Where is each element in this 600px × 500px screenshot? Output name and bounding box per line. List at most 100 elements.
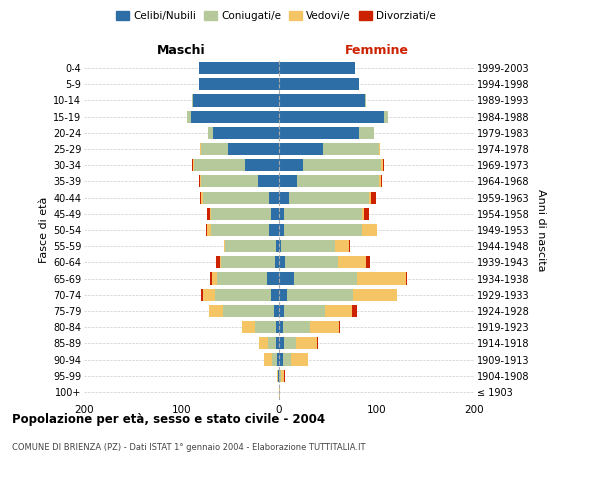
Bar xyxy=(201,288,203,301)
Bar xyxy=(362,224,377,236)
Bar xyxy=(352,305,357,317)
Bar xyxy=(221,256,275,268)
Bar xyxy=(269,224,279,236)
Bar xyxy=(279,78,359,90)
Bar xyxy=(245,159,279,172)
Bar xyxy=(223,305,274,317)
Bar xyxy=(276,338,279,349)
Bar xyxy=(271,208,279,220)
Bar xyxy=(379,143,380,155)
Y-axis label: Fasce di età: Fasce di età xyxy=(38,197,49,263)
Bar xyxy=(279,321,283,333)
Bar xyxy=(269,192,279,203)
Bar xyxy=(310,321,340,333)
Bar xyxy=(203,288,215,301)
Text: Femmine: Femmine xyxy=(344,44,409,57)
Bar xyxy=(279,224,284,236)
Bar xyxy=(357,272,406,284)
Bar xyxy=(284,338,296,349)
Bar xyxy=(284,208,362,220)
Bar xyxy=(207,224,211,236)
Bar xyxy=(279,240,281,252)
Bar xyxy=(323,143,379,155)
Bar xyxy=(199,62,279,74)
Bar xyxy=(207,208,210,220)
Bar xyxy=(220,256,221,268)
Bar xyxy=(279,370,281,382)
Bar xyxy=(201,143,229,155)
Bar xyxy=(199,176,200,188)
Bar xyxy=(296,176,379,188)
Bar xyxy=(259,338,268,349)
Bar xyxy=(279,192,289,203)
Text: Popolazione per età, sesso e stato civile - 2004: Popolazione per età, sesso e stato civil… xyxy=(12,412,325,426)
Bar xyxy=(366,256,370,268)
Bar xyxy=(275,256,279,268)
Bar xyxy=(359,127,374,139)
Bar xyxy=(283,354,290,366)
Bar xyxy=(284,305,325,317)
Bar xyxy=(279,110,385,122)
Text: COMUNE DI BRIENZA (PZ) - Dati ISTAT 1° gennaio 2004 - Elaborazione TUTTITALIA.IT: COMUNE DI BRIENZA (PZ) - Dati ISTAT 1° g… xyxy=(12,442,365,452)
Bar xyxy=(272,354,277,366)
Bar xyxy=(279,159,304,172)
Bar xyxy=(317,338,318,349)
Bar xyxy=(368,192,371,203)
Bar xyxy=(338,256,366,268)
Bar xyxy=(279,94,365,106)
Bar xyxy=(406,272,407,284)
Bar xyxy=(208,127,212,139)
Y-axis label: Anni di nascita: Anni di nascita xyxy=(536,188,546,271)
Bar xyxy=(215,288,271,301)
Bar xyxy=(201,192,203,203)
Bar xyxy=(200,143,201,155)
Bar xyxy=(296,338,317,349)
Bar xyxy=(268,272,279,284)
Bar xyxy=(242,321,254,333)
Bar xyxy=(284,370,285,382)
Bar xyxy=(279,127,359,139)
Bar xyxy=(200,192,201,203)
Bar xyxy=(279,176,296,188)
Bar xyxy=(279,256,285,268)
Bar xyxy=(192,94,193,106)
Bar xyxy=(279,354,283,366)
Bar xyxy=(385,110,388,122)
Bar xyxy=(279,338,284,349)
Bar xyxy=(362,208,364,220)
Bar xyxy=(210,272,212,284)
Bar xyxy=(211,208,271,220)
Bar xyxy=(365,94,366,106)
Bar xyxy=(268,338,276,349)
Bar xyxy=(279,272,293,284)
Bar xyxy=(257,176,279,188)
Bar xyxy=(193,94,279,106)
Text: Maschi: Maschi xyxy=(157,44,206,57)
Bar xyxy=(265,354,272,366)
Bar xyxy=(379,176,382,188)
Bar xyxy=(382,159,383,172)
Bar xyxy=(212,127,279,139)
Bar xyxy=(194,159,245,172)
Bar xyxy=(325,305,352,317)
Bar xyxy=(191,110,279,122)
Bar xyxy=(187,110,191,122)
Bar xyxy=(210,208,211,220)
Bar xyxy=(304,159,382,172)
Bar xyxy=(290,354,308,366)
Bar xyxy=(277,354,279,366)
Bar xyxy=(206,224,207,236)
Bar xyxy=(293,272,357,284)
Bar xyxy=(201,176,257,188)
Bar xyxy=(289,192,368,203)
Bar xyxy=(226,240,276,252)
Bar xyxy=(203,192,269,203)
Bar xyxy=(271,288,279,301)
Bar xyxy=(353,288,397,301)
Bar xyxy=(279,62,355,74)
Bar xyxy=(281,370,284,382)
Bar xyxy=(215,256,220,268)
Bar xyxy=(279,386,280,398)
Bar xyxy=(349,240,350,252)
Bar xyxy=(192,159,193,172)
